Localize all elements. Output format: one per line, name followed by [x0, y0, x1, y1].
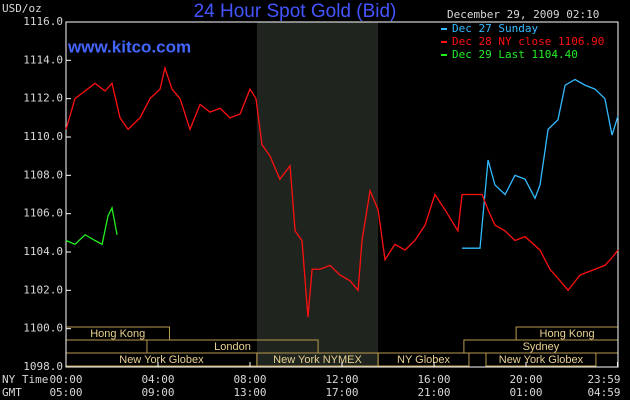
legend-label: Dec 29 Last 1104.40	[452, 48, 578, 61]
y-tick-label: 1106.0	[23, 207, 63, 220]
session-label: New York Globex	[119, 354, 204, 366]
x-tick-label-gmt: 09:00	[141, 386, 174, 399]
y-tick-label: 1116.0	[23, 15, 63, 28]
y-tick-label: 1114.0	[23, 53, 63, 66]
x-tick-label-gmt: 04:59	[587, 386, 620, 399]
session-shade	[256, 22, 379, 367]
x-tick-label-gmt: 13:00	[233, 386, 266, 399]
y-tick-label: 1110.0	[23, 130, 63, 143]
session-label: New York Globex	[499, 354, 584, 366]
x-tick-label-gmt: 21:00	[417, 386, 450, 399]
session-label: NY Globex	[397, 354, 450, 366]
session-label: Hong Kong	[90, 328, 145, 340]
x-row-label: GMT	[2, 386, 22, 399]
x-tick-label: 08:00	[233, 373, 266, 386]
session-label: Sydney	[523, 341, 560, 353]
x-tick-label: 20:00	[509, 373, 542, 386]
x-tick-label: 04:00	[141, 373, 174, 386]
x-row-label: NY Time	[2, 373, 48, 386]
x-tick-label: 00:00	[49, 373, 82, 386]
y-tick-label: 1098.0	[23, 360, 63, 373]
timestamp: December 29, 2009 02:10	[447, 8, 599, 21]
session-label: London	[214, 341, 251, 353]
watermark: www.kitco.com	[67, 37, 191, 56]
y-tick-label: 1112.0	[23, 92, 63, 105]
x-tick-label: 12:00	[325, 373, 358, 386]
x-tick-label: 23:59	[587, 373, 620, 386]
x-tick-label-gmt: 17:00	[325, 386, 358, 399]
legend-label: Dec 28 NY close 1106.90	[452, 35, 604, 48]
y-tick-label: 1108.0	[23, 168, 63, 181]
legend-label: Dec 27 Sunday	[452, 22, 538, 35]
y-tick-label: 1104.0	[23, 245, 63, 258]
session-bar	[485, 352, 597, 367]
price-line	[462, 78, 619, 249]
y-tick-label: 1102.0	[23, 283, 63, 296]
price-line	[65, 65, 619, 318]
session-label: New York NYMEX	[273, 354, 362, 366]
shade-layer	[256, 22, 379, 367]
y-axis-label: USD/oz	[2, 2, 42, 15]
session-label: Hong Kong	[540, 328, 595, 340]
x-tick-label-gmt: 05:00	[49, 386, 82, 399]
x-tick-label: 16:00	[417, 373, 450, 386]
x-tick-label-gmt: 01:00	[509, 386, 542, 399]
price-line	[65, 205, 118, 246]
chart-title: 24 Hour Spot Gold (Bid)	[194, 1, 397, 22]
session-bar	[377, 352, 470, 367]
y-tick-label: 1100.0	[23, 322, 63, 335]
